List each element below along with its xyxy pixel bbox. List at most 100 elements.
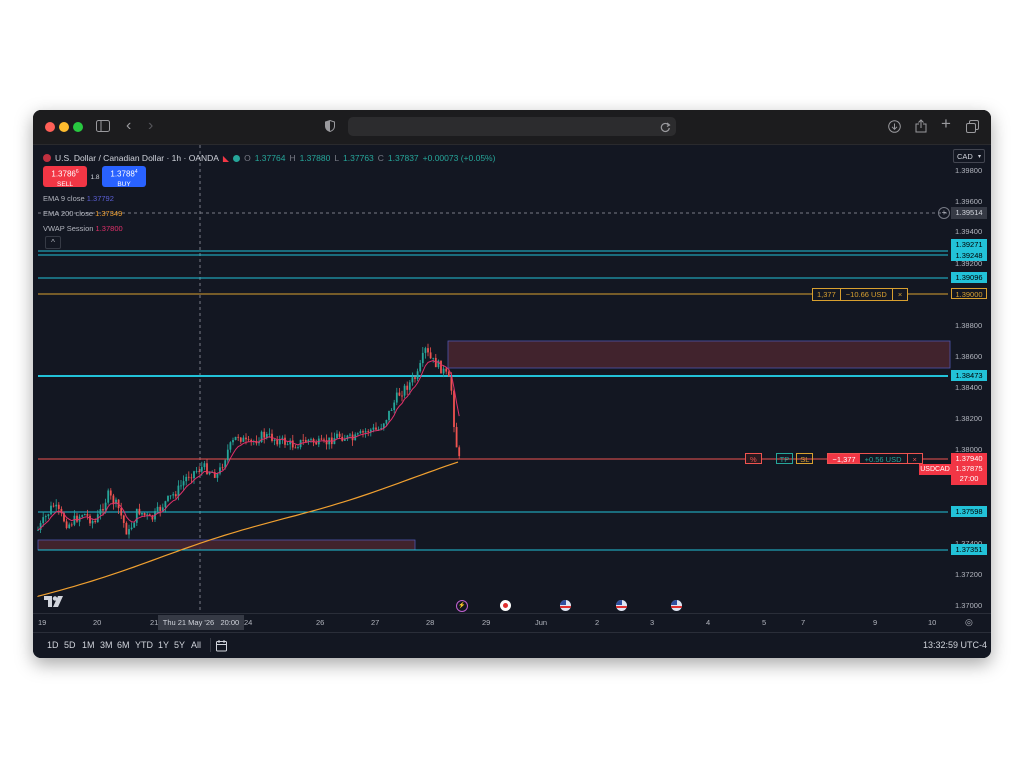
tabs-icon[interactable] (966, 120, 979, 136)
candle-body (380, 428, 383, 430)
ema-200-line (37, 461, 459, 597)
time-label: 24 (244, 618, 253, 627)
candle-body (247, 439, 250, 441)
buy-button[interactable]: 1.37884 BUY (102, 166, 146, 188)
dividend-event-icon[interactable]: ⚡ (456, 600, 468, 612)
price-tag-139096: 1.39096 (951, 272, 987, 283)
candle-body (455, 426, 458, 448)
time-label: 26 (316, 618, 325, 627)
candle-body (289, 440, 292, 445)
candle-body (115, 499, 117, 504)
timeframe-1y[interactable]: 1Y (158, 640, 170, 650)
candle-body (453, 390, 455, 427)
candle-body (458, 447, 461, 457)
minimize-window-button[interactable] (59, 122, 69, 132)
back-icon[interactable]: ‹ (126, 117, 132, 134)
candle-body (198, 470, 201, 472)
candle-body (284, 437, 286, 445)
candle-body (206, 463, 208, 475)
candle-body (143, 513, 146, 515)
candle-body (447, 371, 450, 377)
price-axis-label: 1.39400 (955, 227, 982, 236)
candle-body (37, 529, 39, 531)
candle-body (68, 524, 71, 528)
timeframe-5y[interactable]: 5Y (174, 640, 186, 650)
candle-body (356, 433, 359, 435)
candle-body (330, 437, 333, 445)
calendar-range-icon[interactable] (216, 639, 228, 657)
bar-countdown: 27:00 (959, 474, 979, 483)
candle-body (294, 447, 297, 449)
sell-price: 1.3786 (51, 169, 76, 179)
demand-zone[interactable] (37, 539, 416, 551)
zoom-window-button[interactable] (73, 122, 83, 132)
candle-body (141, 513, 143, 515)
plus-icon[interactable]: + (941, 114, 951, 133)
candle-body (91, 520, 94, 524)
candle-body (104, 502, 107, 511)
price-tag-137351: 1.37351 (951, 544, 987, 555)
download-icon[interactable] (888, 120, 901, 136)
time-label: 2 (595, 618, 600, 627)
address-bar[interactable] (348, 117, 676, 136)
forward-icon[interactable]: › (148, 117, 154, 134)
limit-order-label[interactable]: 1,377 −10.66 USD × (812, 288, 909, 301)
candle-body (135, 508, 138, 523)
candle-body (258, 442, 260, 444)
take-profit-button[interactable]: TP (775, 453, 794, 464)
currency-select[interactable]: CAD ▾ (953, 149, 985, 163)
candle-body (125, 522, 128, 535)
collapse-legend-button[interactable]: ^ (45, 236, 61, 249)
close-window-button[interactable] (45, 122, 55, 132)
last-price-value: 1.37875 (955, 464, 983, 473)
timeframe-3m[interactable]: 3M (100, 640, 113, 650)
candle-body (245, 437, 247, 440)
us-flag-event-icon[interactable] (616, 600, 627, 611)
timeframe-1m[interactable]: 1M (82, 640, 95, 650)
us-flag-event-icon[interactable] (560, 600, 571, 611)
sidebar-icon[interactable] (96, 120, 110, 135)
order-close-icon[interactable]: × (897, 290, 903, 299)
tradingview-logo-icon[interactable] (44, 595, 64, 610)
timeframe-6m[interactable]: 6M (117, 640, 130, 650)
clock-timezone[interactable]: 13:32:59 UTC-4 (923, 640, 988, 650)
position-close-icon[interactable]: × (907, 454, 922, 464)
timeframe-1d[interactable]: 1D (47, 640, 59, 650)
price-chart[interactable]: 1.39800 1.39600 1.39400 1.39200 1.38800 1.386… (33, 145, 991, 631)
time-label: 19 (38, 618, 47, 627)
time-label: 5 (762, 618, 767, 627)
candle-body (177, 485, 180, 497)
candle-body (50, 505, 52, 515)
timeframe-ytd[interactable]: YTD (135, 640, 153, 650)
chart-canvas[interactable]: 1.39800 1.39600 1.39400 1.39200 1.38800 1.386… (33, 145, 991, 631)
supply-zone[interactable] (447, 340, 951, 369)
reload-icon[interactable] (660, 120, 671, 138)
symbol-title[interactable]: U.S. Dollar / Canadian Dollar · 1h · OAN… (55, 153, 219, 163)
share-icon[interactable] (915, 119, 927, 136)
time-axis[interactable]: 19 20 21 24 26 27 28 29 Jun 2 3 4 5 7 9 … (33, 613, 991, 632)
us-flag-event-icon[interactable] (671, 600, 682, 611)
timeframe-5d[interactable]: 5D (64, 640, 76, 650)
candle-body (260, 431, 263, 443)
indicator-ema200[interactable]: EMA 200 close 1.37349 (43, 206, 123, 221)
indicator-legend: EMA 9 close 1.37792 EMA 200 close 1.3734… (43, 191, 123, 236)
add-alert-icon[interactable]: + (938, 207, 950, 219)
stop-loss-button[interactable]: SL (796, 453, 814, 464)
candle-body (185, 476, 188, 482)
indicator-ema9[interactable]: EMA 9 close 1.37792 (43, 191, 123, 206)
candle-body (239, 437, 242, 442)
candle-body (349, 434, 351, 436)
canada-flag-event-icon[interactable] (500, 600, 511, 611)
time-label: 29 (482, 618, 491, 627)
candle-body (164, 501, 167, 508)
buy-price: 1.3788 (110, 169, 135, 179)
position-percent-button[interactable]: % (745, 453, 762, 464)
timeframe-all[interactable]: All (191, 640, 202, 650)
indicator-value: 1.37349 (95, 209, 123, 218)
indicator-vwap[interactable]: VWAP Session 1.37800 (43, 221, 123, 236)
candle-body (112, 495, 115, 504)
settings-icon[interactable]: ◎ (965, 617, 973, 627)
sell-button[interactable]: 1.37866 SELL (43, 166, 87, 188)
indicator-value: 1.37800 (95, 224, 123, 233)
position-label[interactable]: % TP SL −1,377 +0.56 USD × (745, 453, 923, 464)
